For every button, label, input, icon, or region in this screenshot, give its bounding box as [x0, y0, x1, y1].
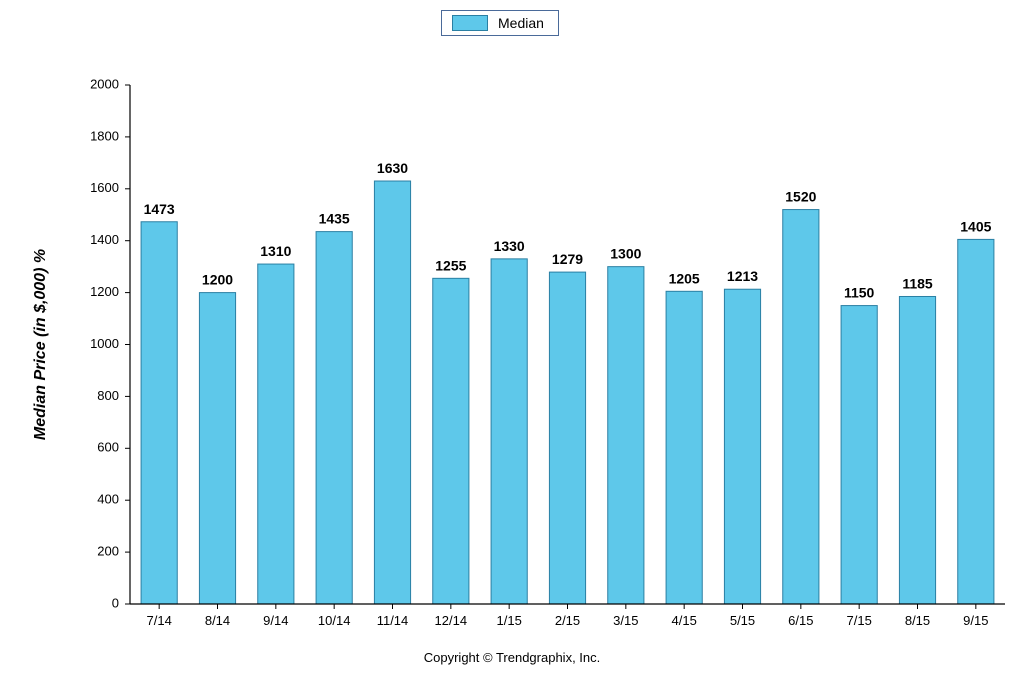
- bar: [316, 232, 352, 604]
- bar: [608, 267, 644, 604]
- x-tick-label: 2/15: [555, 613, 580, 628]
- svg-text:1800: 1800: [90, 128, 119, 143]
- bar-chart: 0 200 400 600 800 1000 1200 1400 1600 1800 2000 147…: [0, 0, 1024, 692]
- x-tick-label: 8/14: [205, 613, 230, 628]
- svg-text:400: 400: [97, 492, 119, 507]
- svg-text:0: 0: [112, 595, 119, 610]
- x-tick-label: 3/15: [613, 613, 638, 628]
- bar-value-label: 1205: [669, 270, 700, 286]
- bar: [841, 306, 877, 604]
- bar: [258, 264, 294, 604]
- bar: [549, 272, 585, 604]
- bar-value-label: 1150: [844, 285, 875, 301]
- bar-value-label: 1520: [785, 189, 816, 205]
- bar-value-label: 1213: [727, 268, 758, 284]
- svg-text:1000: 1000: [90, 336, 119, 351]
- bar: [199, 293, 235, 604]
- bar-value-label: 1279: [552, 251, 583, 267]
- x-tick-label: 9/15: [963, 613, 988, 628]
- svg-text:2000: 2000: [90, 76, 119, 91]
- bar: [666, 291, 702, 604]
- bar: [491, 259, 527, 604]
- x-tick-label: 6/15: [788, 613, 813, 628]
- x-tick-label: 5/15: [730, 613, 755, 628]
- bar-value-label: 1200: [202, 272, 233, 288]
- x-tick-label: 7/14: [147, 613, 172, 628]
- bar: [899, 296, 935, 604]
- bar: [433, 278, 469, 604]
- bar: [141, 222, 177, 604]
- x-tick-label: 12/14: [435, 613, 468, 628]
- x-tick-label: 7/15: [847, 613, 872, 628]
- svg-text:1200: 1200: [90, 284, 119, 299]
- svg-text:200: 200: [97, 544, 119, 559]
- bar-value-label: 1405: [960, 218, 991, 234]
- x-tick-label: 11/14: [377, 613, 409, 628]
- x-tick-label: 9/14: [263, 613, 288, 628]
- bar: [783, 210, 819, 604]
- copyright-text: Copyright © Trendgraphix, Inc.: [0, 650, 1024, 665]
- x-tick-label: 4/15: [672, 613, 697, 628]
- y-axis-label: Median Price (in $,000) %: [32, 249, 49, 440]
- x-tick-label: 10/14: [318, 613, 351, 628]
- svg-text:800: 800: [97, 388, 119, 403]
- bar-value-label: 1310: [260, 243, 291, 259]
- bar: [724, 289, 760, 604]
- bar-value-label: 1435: [319, 211, 350, 227]
- bar: [958, 239, 994, 604]
- bar-value-label: 1330: [494, 238, 525, 254]
- bar-value-label: 1255: [435, 257, 466, 273]
- bar-value-label: 1185: [902, 275, 933, 291]
- bar-value-label: 1473: [144, 201, 175, 217]
- bar: [374, 181, 410, 604]
- chart-stage: Median 020040060080010001200140016001800…: [0, 0, 1024, 692]
- bar-value-label: 1630: [377, 160, 408, 176]
- svg-text:600: 600: [97, 440, 119, 455]
- bar-value-label: 1300: [610, 246, 641, 262]
- x-tick-label: 8/15: [905, 613, 930, 628]
- x-tick-label: 1/15: [497, 613, 522, 628]
- svg-text:1600: 1600: [90, 180, 119, 195]
- svg-text:1400: 1400: [90, 232, 119, 247]
